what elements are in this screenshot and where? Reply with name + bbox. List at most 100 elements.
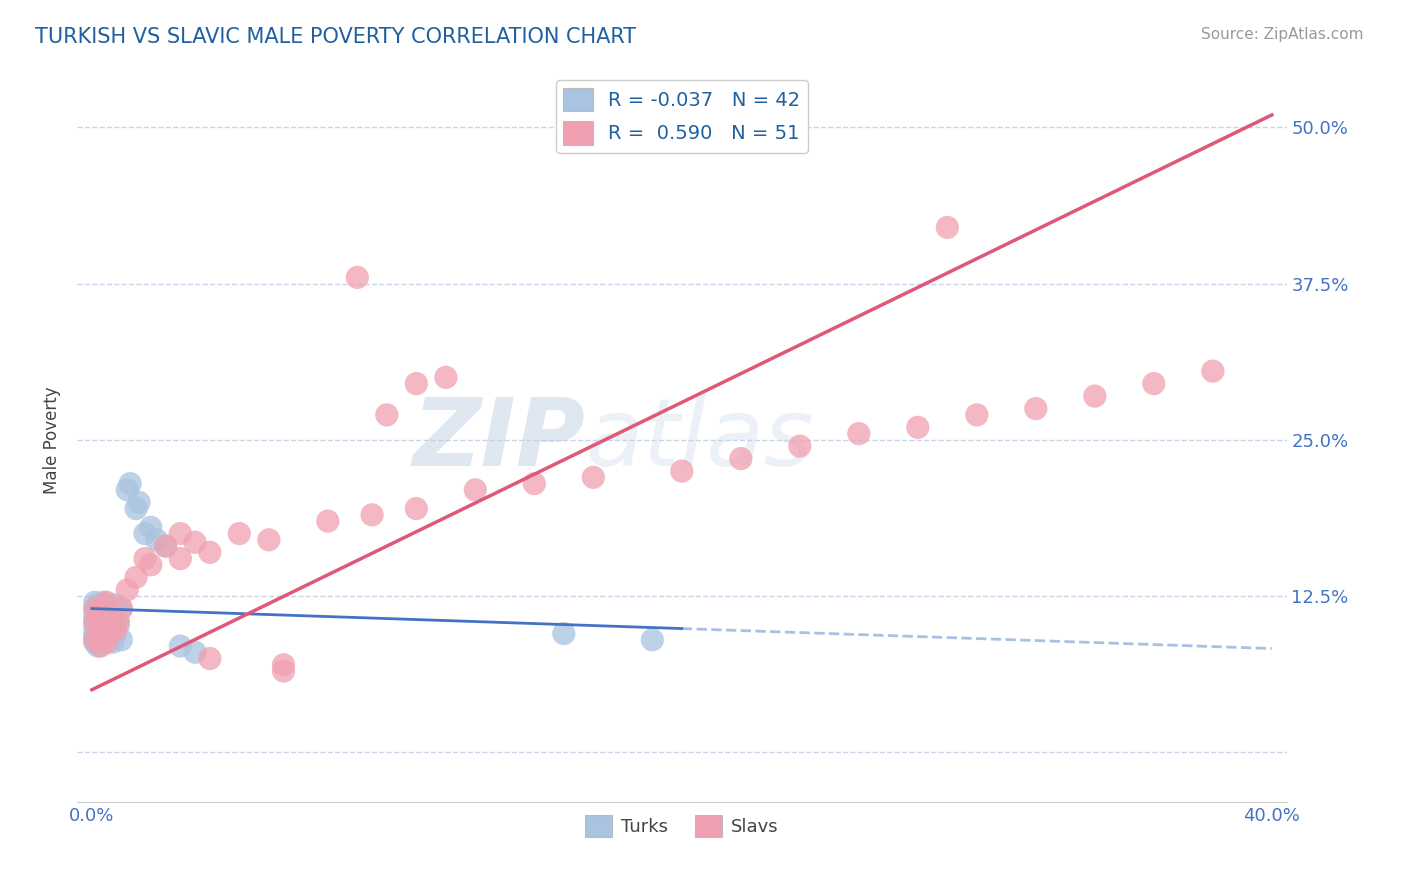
Point	[730, 451, 752, 466]
Point	[90, 626, 112, 640]
Point	[375, 408, 398, 422]
Text: TURKISH VS SLAVIC MALE POVERTY CORRELATION CHART: TURKISH VS SLAVIC MALE POVERTY CORRELATI…	[35, 27, 637, 46]
Point	[90, 605, 112, 619]
Point	[83, 601, 105, 615]
Point	[789, 439, 811, 453]
Point	[101, 635, 124, 649]
Point	[169, 551, 191, 566]
Point	[273, 664, 295, 678]
Point	[83, 635, 105, 649]
Point	[83, 614, 105, 628]
Point	[155, 539, 177, 553]
Point	[145, 533, 167, 547]
Legend: Turks, Slavs: Turks, Slavs	[578, 807, 786, 844]
Point	[87, 639, 110, 653]
Point	[110, 601, 132, 615]
Point	[93, 632, 115, 647]
Point	[90, 639, 112, 653]
Point	[96, 623, 118, 637]
Point	[104, 598, 127, 612]
Point	[848, 426, 870, 441]
Point	[93, 595, 115, 609]
Point	[115, 483, 138, 497]
Point	[83, 614, 105, 628]
Point	[125, 570, 148, 584]
Point	[346, 270, 368, 285]
Point	[139, 558, 162, 572]
Point	[139, 520, 162, 534]
Point	[87, 623, 110, 637]
Point	[98, 607, 121, 622]
Point	[198, 651, 221, 665]
Point	[104, 626, 127, 640]
Point	[98, 620, 121, 634]
Point	[87, 598, 110, 612]
Text: ZIP: ZIP	[412, 394, 585, 486]
Point	[405, 376, 427, 391]
Point	[1084, 389, 1107, 403]
Y-axis label: Male Poverty: Male Poverty	[44, 386, 60, 493]
Point	[523, 476, 546, 491]
Point	[464, 483, 486, 497]
Point	[90, 617, 112, 632]
Point	[93, 614, 115, 628]
Point	[101, 610, 124, 624]
Point	[1143, 376, 1166, 391]
Point	[98, 626, 121, 640]
Point	[273, 657, 295, 672]
Text: atlas: atlas	[585, 394, 813, 485]
Point	[936, 220, 959, 235]
Point	[169, 639, 191, 653]
Point	[83, 620, 105, 634]
Point	[98, 601, 121, 615]
Point	[1025, 401, 1047, 416]
Point	[83, 630, 105, 644]
Point	[134, 526, 156, 541]
Point	[641, 632, 664, 647]
Point	[115, 582, 138, 597]
Point	[93, 598, 115, 612]
Point	[184, 535, 207, 549]
Point	[87, 610, 110, 624]
Point	[316, 514, 339, 528]
Point	[434, 370, 457, 384]
Point	[155, 539, 177, 553]
Point	[553, 626, 575, 640]
Point	[257, 533, 280, 547]
Point	[87, 604, 110, 618]
Point	[1202, 364, 1225, 378]
Point	[110, 601, 132, 615]
Point	[93, 620, 115, 634]
Point	[169, 526, 191, 541]
Point	[907, 420, 929, 434]
Point	[83, 601, 105, 615]
Point	[107, 617, 129, 632]
Point	[405, 501, 427, 516]
Point	[120, 476, 142, 491]
Point	[104, 623, 127, 637]
Point	[83, 626, 105, 640]
Point	[228, 526, 250, 541]
Text: Source: ZipAtlas.com: Source: ZipAtlas.com	[1201, 27, 1364, 42]
Point	[101, 617, 124, 632]
Point	[125, 501, 148, 516]
Point	[87, 610, 110, 624]
Point	[184, 645, 207, 659]
Point	[134, 551, 156, 566]
Point	[966, 408, 988, 422]
Point	[582, 470, 605, 484]
Point	[361, 508, 384, 522]
Point	[128, 495, 150, 509]
Point	[90, 601, 112, 615]
Point	[110, 632, 132, 647]
Point	[83, 632, 105, 647]
Point	[96, 605, 118, 619]
Point	[87, 626, 110, 640]
Point	[83, 595, 105, 609]
Point	[96, 595, 118, 609]
Point	[671, 464, 693, 478]
Point	[96, 635, 118, 649]
Point	[107, 614, 129, 628]
Point	[198, 545, 221, 559]
Point	[83, 607, 105, 622]
